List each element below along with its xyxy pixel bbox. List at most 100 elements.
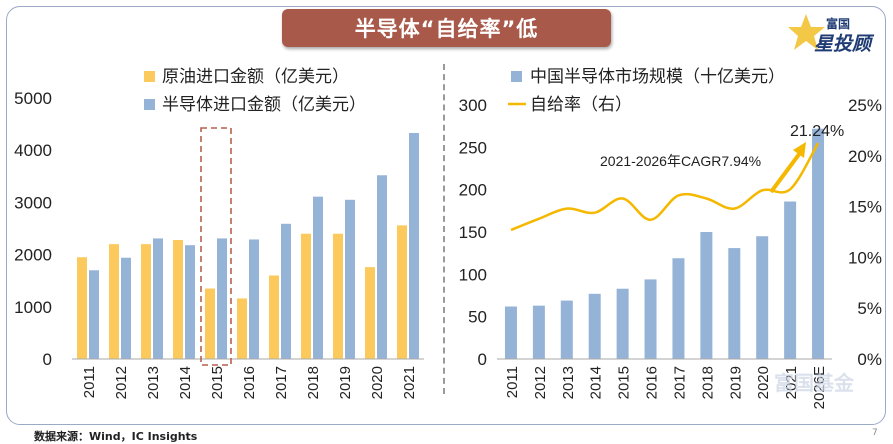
logo-text-main: 星投顾 — [814, 33, 875, 55]
growth-arrow-head — [793, 142, 806, 158]
left-y-tick-label: 2000 — [14, 246, 52, 265]
final-ratio-label: 21.24% — [790, 123, 844, 140]
right-y-tick-label-left: 0 — [478, 350, 487, 369]
right-x-tick-label: 2014 — [588, 366, 605, 399]
left-y-tick-label: 3000 — [14, 193, 52, 212]
oil-bar — [141, 244, 151, 359]
right-y-tick-label-left: 100 — [459, 265, 487, 284]
left-x-tick-label: 2016 — [241, 366, 258, 399]
legend-label-oil: 原油进口金额（亿美元） — [162, 67, 349, 86]
semi-bar — [313, 196, 323, 359]
left-x-tick-label: 2018 — [305, 366, 322, 399]
left-x-tick-label: 2019 — [337, 366, 354, 399]
right-x-tick-label: 2021 — [783, 366, 800, 399]
oil-bar — [173, 239, 183, 359]
data-source: 数据来源：Wind，IC Insights — [34, 430, 198, 443]
market-bar — [504, 306, 517, 359]
semi-bar — [377, 175, 387, 359]
logo-text-top: 富国 — [826, 16, 850, 31]
market-bar — [560, 300, 573, 359]
semi-bar — [121, 257, 131, 359]
oil-bar — [109, 244, 119, 359]
legend-swatch-semi — [144, 99, 155, 110]
semi-bar — [89, 270, 99, 359]
legend-label-market: 中国半导体市场规模（十亿美元） — [530, 67, 785, 86]
left-x-tick-label: 2017 — [273, 366, 290, 399]
right-y-tick-label-right: 10% — [848, 248, 882, 267]
right-y-tick-label-left: 250 — [459, 138, 487, 157]
left-x-tick-label: 2013 — [145, 366, 162, 399]
right-y-tick-label-right: 15% — [848, 198, 882, 217]
right-y-tick-label-right: 5% — [857, 299, 882, 318]
right-y-tick-label-left: 200 — [459, 181, 487, 200]
growth-arrow — [769, 151, 802, 194]
right-y-tick-label-left: 50 — [468, 308, 487, 327]
left-y-tick-label: 0 — [43, 350, 52, 369]
left-x-tick-label: 2021 — [401, 366, 418, 399]
left-x-tick-label: 2014 — [177, 366, 194, 399]
star-icon — [788, 14, 825, 50]
right-x-tick-label: 2017 — [671, 366, 688, 399]
market-bar — [700, 232, 713, 359]
left-x-tick-label: 2011 — [81, 366, 98, 398]
ratio-line — [510, 142, 820, 232]
right-y-tick-label-right: 25% — [848, 96, 882, 115]
right-x-tick-label: 2012 — [532, 366, 549, 399]
market-bar — [532, 305, 545, 359]
legend-label-ratio: 自给率（右） — [530, 95, 632, 114]
left-y-tick-label: 5000 — [14, 89, 52, 108]
market-bar — [672, 258, 685, 359]
semi-bar — [185, 245, 195, 359]
right-x-tick-label: 2018 — [699, 366, 716, 399]
oil-bar — [333, 233, 343, 359]
page-number: 7 — [872, 428, 878, 438]
market-bar — [588, 293, 601, 359]
market-bar — [728, 248, 741, 359]
right-chart: 中国半导体市场规模（十亿美元） 自给率（右） 0 50 100 150 200 250 30… — [459, 67, 882, 409]
semi-bar — [249, 239, 259, 359]
right-y-tick-label-right: 0% — [857, 350, 882, 369]
cagr-annotation: 2021-2026年CAGR7.94% — [600, 153, 761, 169]
left-x-tick-label: 2020 — [369, 366, 386, 399]
legend-swatch-oil — [144, 71, 155, 82]
right-x-tick-label: 2019 — [727, 366, 744, 399]
panel-frame — [6, 6, 886, 425]
right-x-tick-label: 2020 — [755, 366, 772, 399]
left-x-tick-label: 2012 — [113, 366, 130, 399]
left-y-tick-label: 4000 — [14, 141, 52, 160]
left-y-tick-label: 1000 — [14, 298, 52, 317]
oil-bar — [301, 233, 311, 359]
title-banner: 半导体“自给率”低 — [282, 9, 611, 47]
semi-bar — [217, 238, 227, 359]
oil-bar — [397, 225, 407, 359]
right-x-tick-label: 2013 — [560, 366, 577, 399]
right-y-tick-label-right: 20% — [848, 147, 882, 166]
right-y-tick-label-left: 300 — [459, 96, 487, 115]
watermark: 富国基金 — [774, 371, 855, 395]
right-x-tick-label: 2026E — [811, 366, 828, 409]
semi-bar — [345, 199, 355, 359]
oil-bar — [205, 288, 215, 359]
semi-bar — [281, 223, 291, 359]
oil-bar — [237, 298, 247, 359]
right-x-tick-label: 2016 — [644, 366, 661, 399]
legend-label-semi: 半导体进口金额（亿美元） — [162, 95, 366, 114]
page-title: 半导体“自给率”低 — [354, 17, 539, 41]
oil-bar — [269, 275, 279, 359]
right-x-tick-label: 2011 — [504, 366, 521, 398]
market-bar — [784, 201, 797, 359]
market-bar — [812, 128, 825, 359]
highlight-box-2015 — [200, 127, 232, 366]
semi-bar — [409, 132, 419, 359]
market-bar — [616, 288, 629, 359]
left-x-tick-label: 2015 — [209, 366, 226, 399]
right-y-tick-label-left: 150 — [459, 223, 487, 242]
brand-logo: 富国 星投顾 — [788, 14, 875, 55]
left-chart: 原油进口金额（亿美元） 半导体进口金额（亿美元） 0 1000 2000 3000 40… — [14, 67, 424, 399]
right-x-tick-label: 2015 — [616, 366, 633, 399]
oil-bar — [77, 257, 87, 359]
oil-bar — [365, 267, 375, 359]
semi-bar — [153, 238, 163, 359]
legend-swatch-market — [511, 71, 522, 82]
